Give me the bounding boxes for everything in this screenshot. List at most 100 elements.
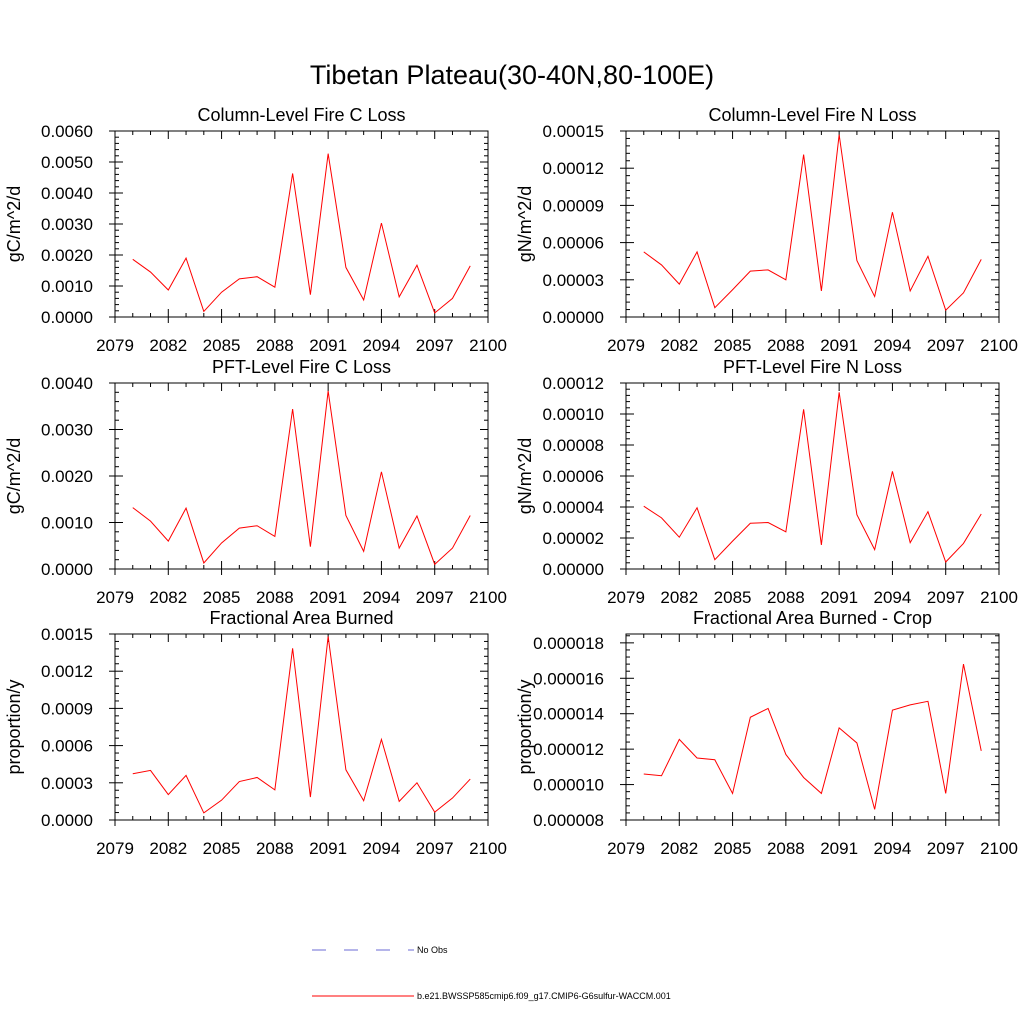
y-tick-label: 0.00006 (543, 234, 604, 253)
chart-panel-6: Fractional Area Burned - Crop proportion/… (515, 608, 1018, 858)
y-tick-label: 0.0040 (41, 374, 93, 393)
x-tick-label: 2097 (927, 839, 965, 858)
x-tick-label: 2088 (767, 839, 805, 858)
x-tick-label: 2100 (980, 839, 1018, 858)
x-tick-label: 2097 (416, 588, 454, 607)
x-tick-label: 2094 (363, 336, 401, 355)
y-tick-label: 0.00004 (543, 498, 604, 517)
series-line (643, 134, 982, 312)
x-tick-label: 2079 (96, 588, 134, 607)
series-line (643, 392, 982, 563)
series-line (132, 636, 471, 814)
x-tick-label: 2082 (149, 839, 187, 858)
x-tick-label: 2085 (203, 588, 241, 607)
x-tick-label: 2091 (309, 336, 347, 355)
x-tick-label: 2094 (874, 588, 912, 607)
x-tick-label: 2082 (149, 336, 187, 355)
plot-frame (114, 633, 489, 821)
y-tick-label: 0.00012 (543, 159, 604, 178)
chart-panel-3: PFT-Level Fire C Loss gC/m^2/d 2079 2082 208… (4, 357, 507, 607)
x-tick-label: 2079 (607, 588, 645, 607)
chart-panel-2: Column-Level Fire N Loss gN/m^2/d 2079 2082… (515, 105, 1018, 355)
y-tick-label: 0.00002 (543, 529, 604, 548)
x-tick-label: 2091 (309, 588, 347, 607)
legend-series-label: b.e21.BWSSP585cmip6.f09_g17.CMIP6-G6sulf… (417, 991, 671, 1001)
y-tick-label: 0.00000 (543, 560, 604, 579)
x-tick-label: 2088 (767, 588, 805, 607)
panel-title: PFT-Level Fire C Loss (212, 357, 391, 377)
y-tick-label: 0.000016 (533, 669, 604, 688)
x-tick-label: 2097 (927, 588, 965, 607)
x-tick-label: 2082 (660, 336, 698, 355)
x-tick-label: 2100 (980, 588, 1018, 607)
legend-no-obs-label: No Obs (417, 945, 448, 955)
y-tick-label: 0.0000 (41, 560, 93, 579)
y-axis-label: proportion/y (4, 679, 24, 774)
panel-title: Column-Level Fire N Loss (708, 105, 916, 125)
y-tick-label: 0.0003 (41, 774, 93, 793)
x-tick-label: 2085 (714, 588, 752, 607)
y-tick-label: 0.000012 (533, 740, 604, 759)
chart-panel-1: Column-Level Fire C Loss gC/m^2/d 2079 2082… (4, 105, 507, 355)
x-tick-label: 2082 (660, 839, 698, 858)
x-tick-label: 2088 (256, 336, 294, 355)
chart-panels: Column-Level Fire C Loss gC/m^2/d 2079 2082… (4, 105, 1018, 858)
y-axis-label: gC/m^2/d (4, 438, 24, 514)
series-line (132, 390, 471, 566)
x-tick-label: 2094 (363, 588, 401, 607)
y-tick-label: 0.0020 (41, 246, 93, 265)
x-tick-label: 2094 (874, 839, 912, 858)
y-tick-label: 0.0012 (41, 662, 93, 681)
panel-title: PFT-Level Fire N Loss (723, 357, 902, 377)
y-tick-label: 0.0010 (41, 514, 93, 533)
x-tick-label: 2079 (607, 839, 645, 858)
x-tick-label: 2091 (820, 588, 858, 607)
x-tick-label: 2085 (203, 336, 241, 355)
y-tick-label: 0.0000 (41, 308, 93, 327)
x-tick-label: 2085 (714, 839, 752, 858)
x-tick-label: 2100 (469, 336, 507, 355)
y-tick-label: 0.000014 (533, 705, 604, 724)
x-tick-label: 2097 (927, 336, 965, 355)
y-axis-label: proportion/y (515, 679, 535, 774)
y-tick-label: 0.0000 (41, 811, 93, 830)
series-line (132, 153, 471, 314)
y-axis-label: gN/m^2/d (515, 186, 535, 262)
chart-panel-5: Fractional Area Burned proportion/y 2079 20… (4, 608, 507, 858)
x-tick-label: 2079 (96, 839, 134, 858)
x-tick-label: 2097 (416, 336, 454, 355)
legend: No Obs b.e21.BWSSP585cmip6.f09_g17.CMIP6… (312, 945, 671, 1001)
y-tick-label: 0.00012 (543, 374, 604, 393)
y-tick-label: 0.00000 (543, 308, 604, 327)
x-tick-label: 2100 (469, 839, 507, 858)
x-tick-label: 2091 (309, 839, 347, 858)
x-tick-label: 2085 (203, 839, 241, 858)
x-tick-label: 2088 (256, 839, 294, 858)
x-tick-label: 2085 (714, 336, 752, 355)
x-tick-label: 2088 (767, 336, 805, 355)
y-tick-label: 0.000008 (533, 811, 604, 830)
x-tick-label: 2079 (607, 336, 645, 355)
y-tick-label: 0.0030 (41, 421, 93, 440)
panel-title: Column-Level Fire C Loss (197, 105, 405, 125)
y-tick-label: 0.000010 (533, 776, 604, 795)
y-tick-label: 0.0050 (41, 153, 93, 172)
plot-frame (114, 130, 489, 318)
figure-title: Tibetan Plateau(30-40N,80-100E) (310, 60, 714, 90)
y-axis-label: gN/m^2/d (515, 438, 535, 514)
x-tick-label: 2100 (469, 588, 507, 607)
y-tick-label: 0.0020 (41, 467, 93, 486)
y-tick-label: 0.00006 (543, 467, 604, 486)
x-tick-label: 2091 (820, 336, 858, 355)
y-tick-label: 0.0006 (41, 737, 93, 756)
y-tick-label: 0.0015 (41, 625, 93, 644)
y-tick-label: 0.00009 (543, 196, 604, 215)
panel-title: Fractional Area Burned (209, 608, 393, 628)
y-tick-label: 0.00008 (543, 436, 604, 455)
series-line (643, 664, 982, 810)
y-tick-label: 0.00003 (543, 271, 604, 290)
plot-frame (625, 130, 1000, 318)
y-axis-label: gC/m^2/d (4, 186, 24, 262)
y-tick-label: 0.0030 (41, 215, 93, 234)
